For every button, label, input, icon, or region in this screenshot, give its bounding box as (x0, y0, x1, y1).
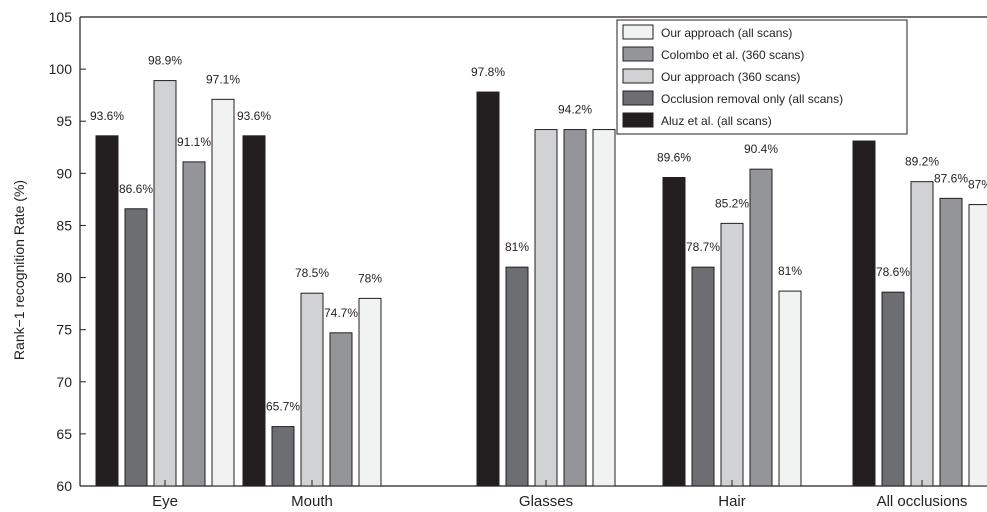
x-category-label: Hair (718, 493, 746, 510)
y-tick-label: 105 (49, 9, 73, 25)
data-label: 86.6% (119, 182, 153, 196)
legend-swatch (622, 68, 654, 84)
data-label: 87.6% (934, 171, 968, 185)
bar (358, 297, 382, 487)
bar (300, 292, 324, 487)
data-label: 90.4% (744, 142, 778, 156)
bar (505, 266, 529, 487)
bar (563, 129, 587, 487)
legend-swatch (622, 112, 654, 128)
y-tick-label: 80 (56, 270, 72, 286)
data-label: 74.7% (324, 306, 358, 320)
bar (182, 161, 206, 487)
legend-swatch (622, 46, 654, 62)
data-label: 85.2% (715, 196, 749, 210)
data-label: 78% (358, 271, 382, 285)
y-tick-label: 65 (56, 426, 72, 442)
legend-entry-label: Occlusion removal only (all scans) (661, 92, 843, 106)
x-category-label: Glasses (519, 493, 573, 510)
y-tick-label: 100 (49, 61, 73, 77)
x-axis-categories: Eye Mouth Glasses Hair All occlusions (152, 480, 967, 510)
bar (534, 129, 558, 487)
bar (881, 291, 905, 487)
bar (852, 140, 876, 487)
bar (124, 208, 148, 487)
y-tick-label: 70 (56, 374, 72, 390)
y-axis-ticks: 60 65 70 75 80 85 90 95 100 105 (49, 9, 86, 494)
legend-entry-label: Aluz et al. (all scans) (661, 114, 772, 128)
legend-entry-label: Our approach (360 scans) (661, 70, 800, 84)
data-label: 97.1% (206, 72, 240, 86)
data-label: 89.6% (657, 151, 691, 165)
x-category-label: Mouth (291, 493, 333, 510)
data-label: 89.2% (905, 155, 939, 169)
data-label: 81% (505, 240, 529, 254)
data-label: 81% (778, 264, 802, 278)
y-tick-label: 95 (56, 113, 72, 129)
data-label: 93.6% (237, 109, 271, 123)
data-label: 78.5% (295, 266, 329, 280)
bar (211, 98, 235, 487)
bar (592, 129, 616, 487)
y-tick-label: 90 (56, 165, 72, 181)
bar (749, 168, 773, 487)
legend-swatch (622, 24, 654, 40)
data-labels-group: 93.6% 86.6% 98.9% 91.1% 97.1% 93.6% 65.7% 78.5%… (90, 54, 987, 414)
bar (271, 426, 295, 487)
data-label: 78.7% (686, 240, 720, 254)
data-label: 91.1% (177, 135, 211, 149)
bar (95, 135, 119, 487)
data-label: 78.6% (876, 265, 910, 279)
x-category-label: Eye (152, 493, 178, 510)
legend-entry-label: Colombo et al. (360 scans) (661, 48, 804, 62)
bar (720, 222, 744, 487)
data-label: 94.2% (558, 103, 592, 117)
bar (476, 91, 500, 487)
bar (153, 80, 177, 487)
bar (778, 290, 802, 487)
legend-swatch (622, 90, 654, 106)
bar (968, 204, 987, 487)
bar (242, 135, 266, 487)
bar (910, 181, 934, 487)
data-label: 98.9% (148, 54, 182, 68)
bar (329, 332, 353, 487)
data-label: 65.7% (266, 400, 300, 414)
legend-entry-label: Our approach (all scans) (661, 26, 792, 40)
legend-box (616, 19, 908, 135)
data-label: 87% (968, 178, 987, 192)
y-tick-label: 60 (56, 478, 72, 494)
bar (939, 197, 963, 487)
bar (662, 177, 686, 487)
data-label: 93.6% (90, 109, 124, 123)
y-axis-label: Rank−1 recognition Rate (%) (11, 180, 27, 360)
x-category-label: All occlusions (877, 493, 968, 510)
data-label: 97.8% (471, 65, 505, 79)
y-tick-label: 75 (56, 322, 72, 338)
bars-group (95, 80, 987, 487)
bar (691, 266, 715, 487)
legend: Our approach (all scans) Colombo et al. (… (616, 19, 908, 135)
y-tick-label: 85 (56, 217, 72, 233)
